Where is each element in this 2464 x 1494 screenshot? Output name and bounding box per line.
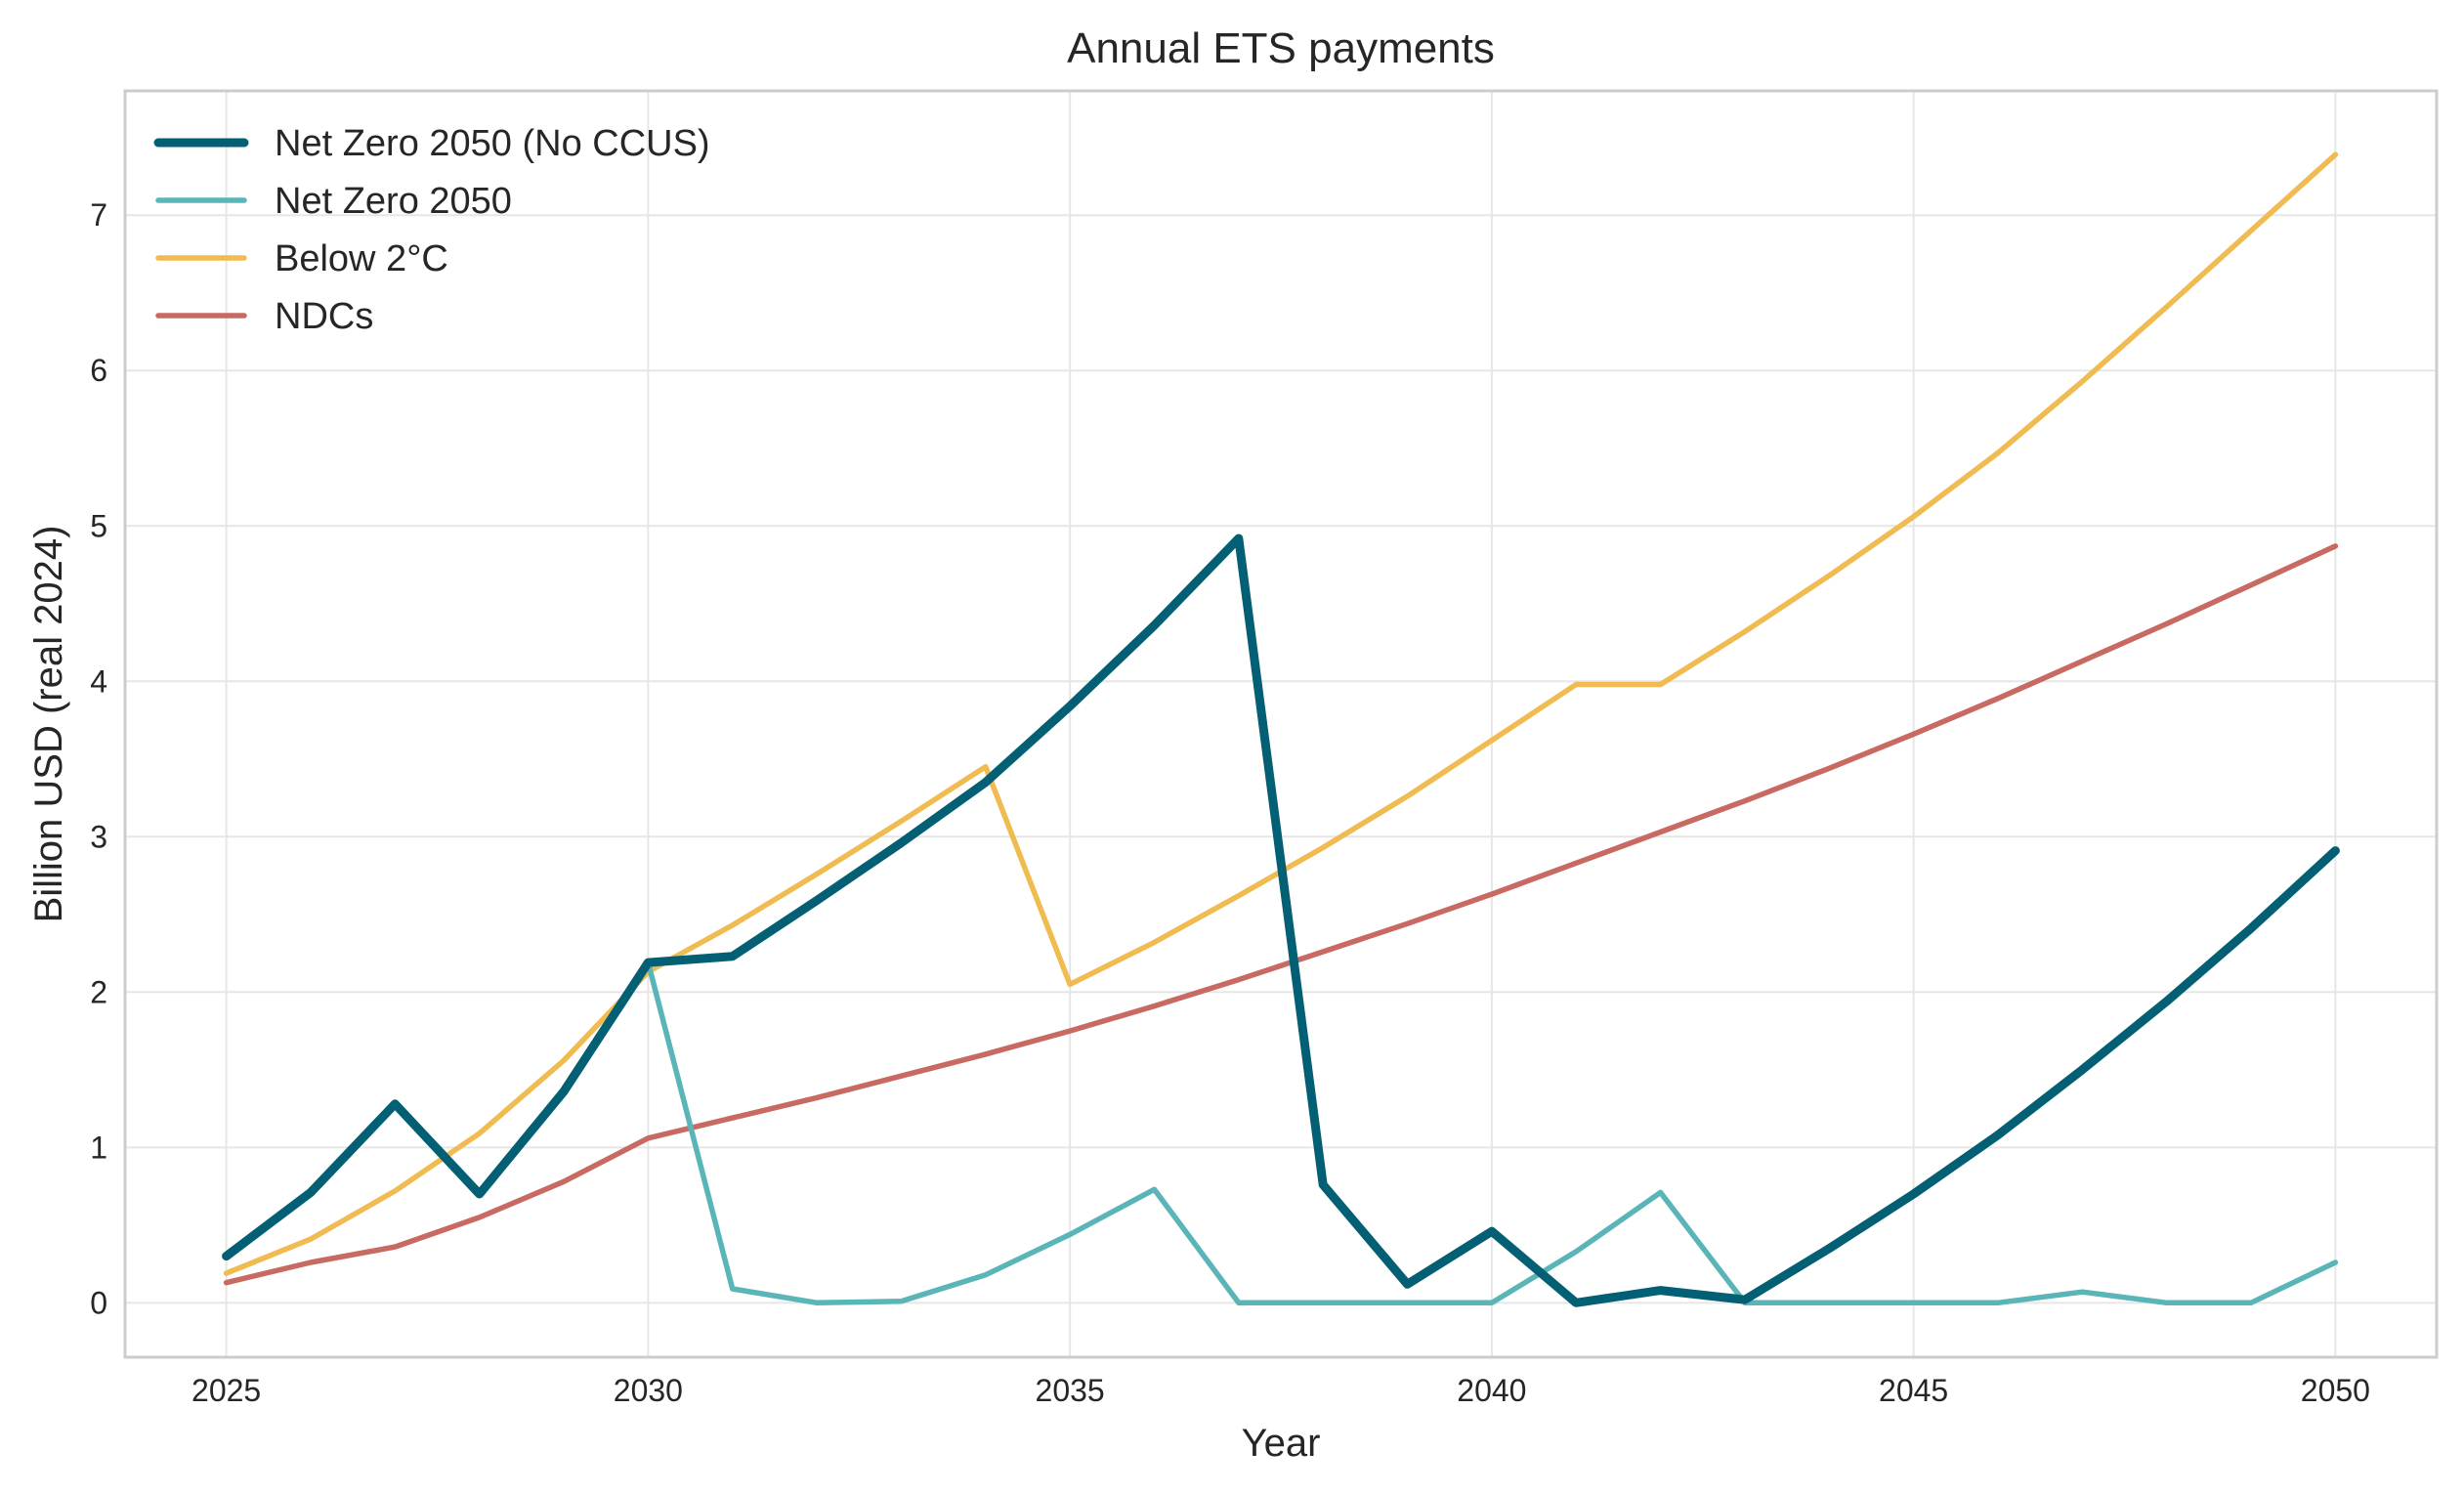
x-tick-label: 2040: [1457, 1373, 1526, 1408]
y-tick-label: 0: [90, 1285, 107, 1320]
plot-frame: [123, 89, 2439, 1359]
x-tick-label: 2030: [614, 1373, 683, 1408]
series-line: [223, 151, 2339, 1276]
legend-entry: NDCs: [275, 296, 373, 337]
x-tick-label: 2045: [1879, 1373, 1948, 1408]
y-tick-label: 5: [90, 508, 107, 543]
series-line: [223, 960, 2339, 1306]
y-tick-label: 4: [90, 663, 107, 699]
y-tick-label: 3: [90, 819, 107, 854]
x-tick-label: 2050: [2301, 1373, 2370, 1408]
y-tick-label: 6: [90, 353, 107, 388]
series-line: [223, 543, 2339, 1286]
y-tick-labels: 0 1 2 3 4 5 6 7: [90, 197, 107, 1320]
series-lines: [222, 151, 2340, 1307]
x-tick-label: 2035: [1036, 1373, 1105, 1408]
chart-title: Annual ETS payments: [1067, 24, 1495, 72]
grid-lines: [125, 91, 2437, 1357]
legend-entry: Net Zero 2050: [275, 181, 512, 222]
x-axis-label: Year: [1242, 1422, 1321, 1465]
legend-entry: Below 2°C: [275, 238, 448, 279]
y-tick-label: 2: [90, 974, 107, 1009]
x-tick-label: 2025: [191, 1373, 261, 1408]
legend: Net Zero 2050 (No CCUS) Net Zero 2050 Belo…: [153, 123, 710, 337]
y-axis-label: Billion USD (real 2024): [27, 526, 70, 923]
y-tick-label: 1: [90, 1130, 107, 1165]
x-tick-labels: 2025 2030 2035 2040 2045 2050: [191, 1373, 2370, 1408]
legend-entry: Net Zero 2050 (No CCUS): [275, 123, 710, 164]
y-tick-label: 7: [90, 197, 107, 233]
series-line: [222, 534, 2340, 1307]
